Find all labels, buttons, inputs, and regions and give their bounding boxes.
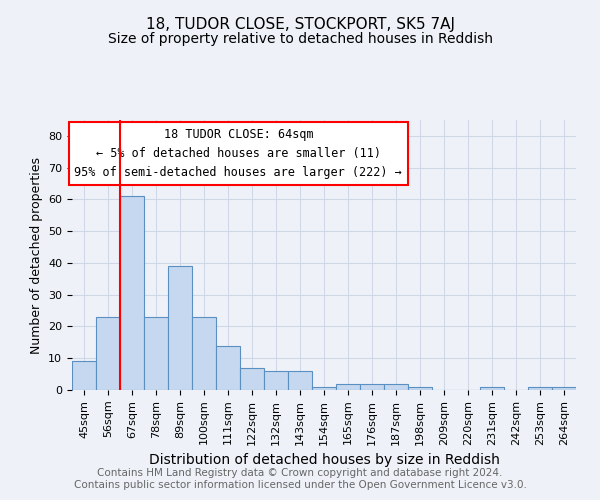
Bar [120,196,144,390]
Bar [264,371,288,390]
Bar [336,384,360,390]
Bar [360,384,384,390]
Bar [240,368,264,390]
Text: Size of property relative to detached houses in Reddish: Size of property relative to detached ho… [107,32,493,46]
Y-axis label: Number of detached properties: Number of detached properties [29,156,43,354]
Bar [480,387,504,390]
Bar [72,362,96,390]
Bar [312,387,336,390]
Bar [168,266,192,390]
Bar [144,317,168,390]
Bar [384,384,408,390]
Text: Contains HM Land Registry data © Crown copyright and database right 2024.
Contai: Contains HM Land Registry data © Crown c… [74,468,526,490]
Bar [288,371,312,390]
X-axis label: Distribution of detached houses by size in Reddish: Distribution of detached houses by size … [149,453,499,467]
Bar [528,387,552,390]
Text: 18 TUDOR CLOSE: 64sqm
← 5% of detached houses are smaller (11)
95% of semi-detac: 18 TUDOR CLOSE: 64sqm ← 5% of detached h… [74,128,402,179]
Bar [552,387,576,390]
Bar [192,317,216,390]
Bar [408,387,432,390]
Text: 18, TUDOR CLOSE, STOCKPORT, SK5 7AJ: 18, TUDOR CLOSE, STOCKPORT, SK5 7AJ [146,18,455,32]
Bar [96,317,120,390]
Bar [216,346,240,390]
